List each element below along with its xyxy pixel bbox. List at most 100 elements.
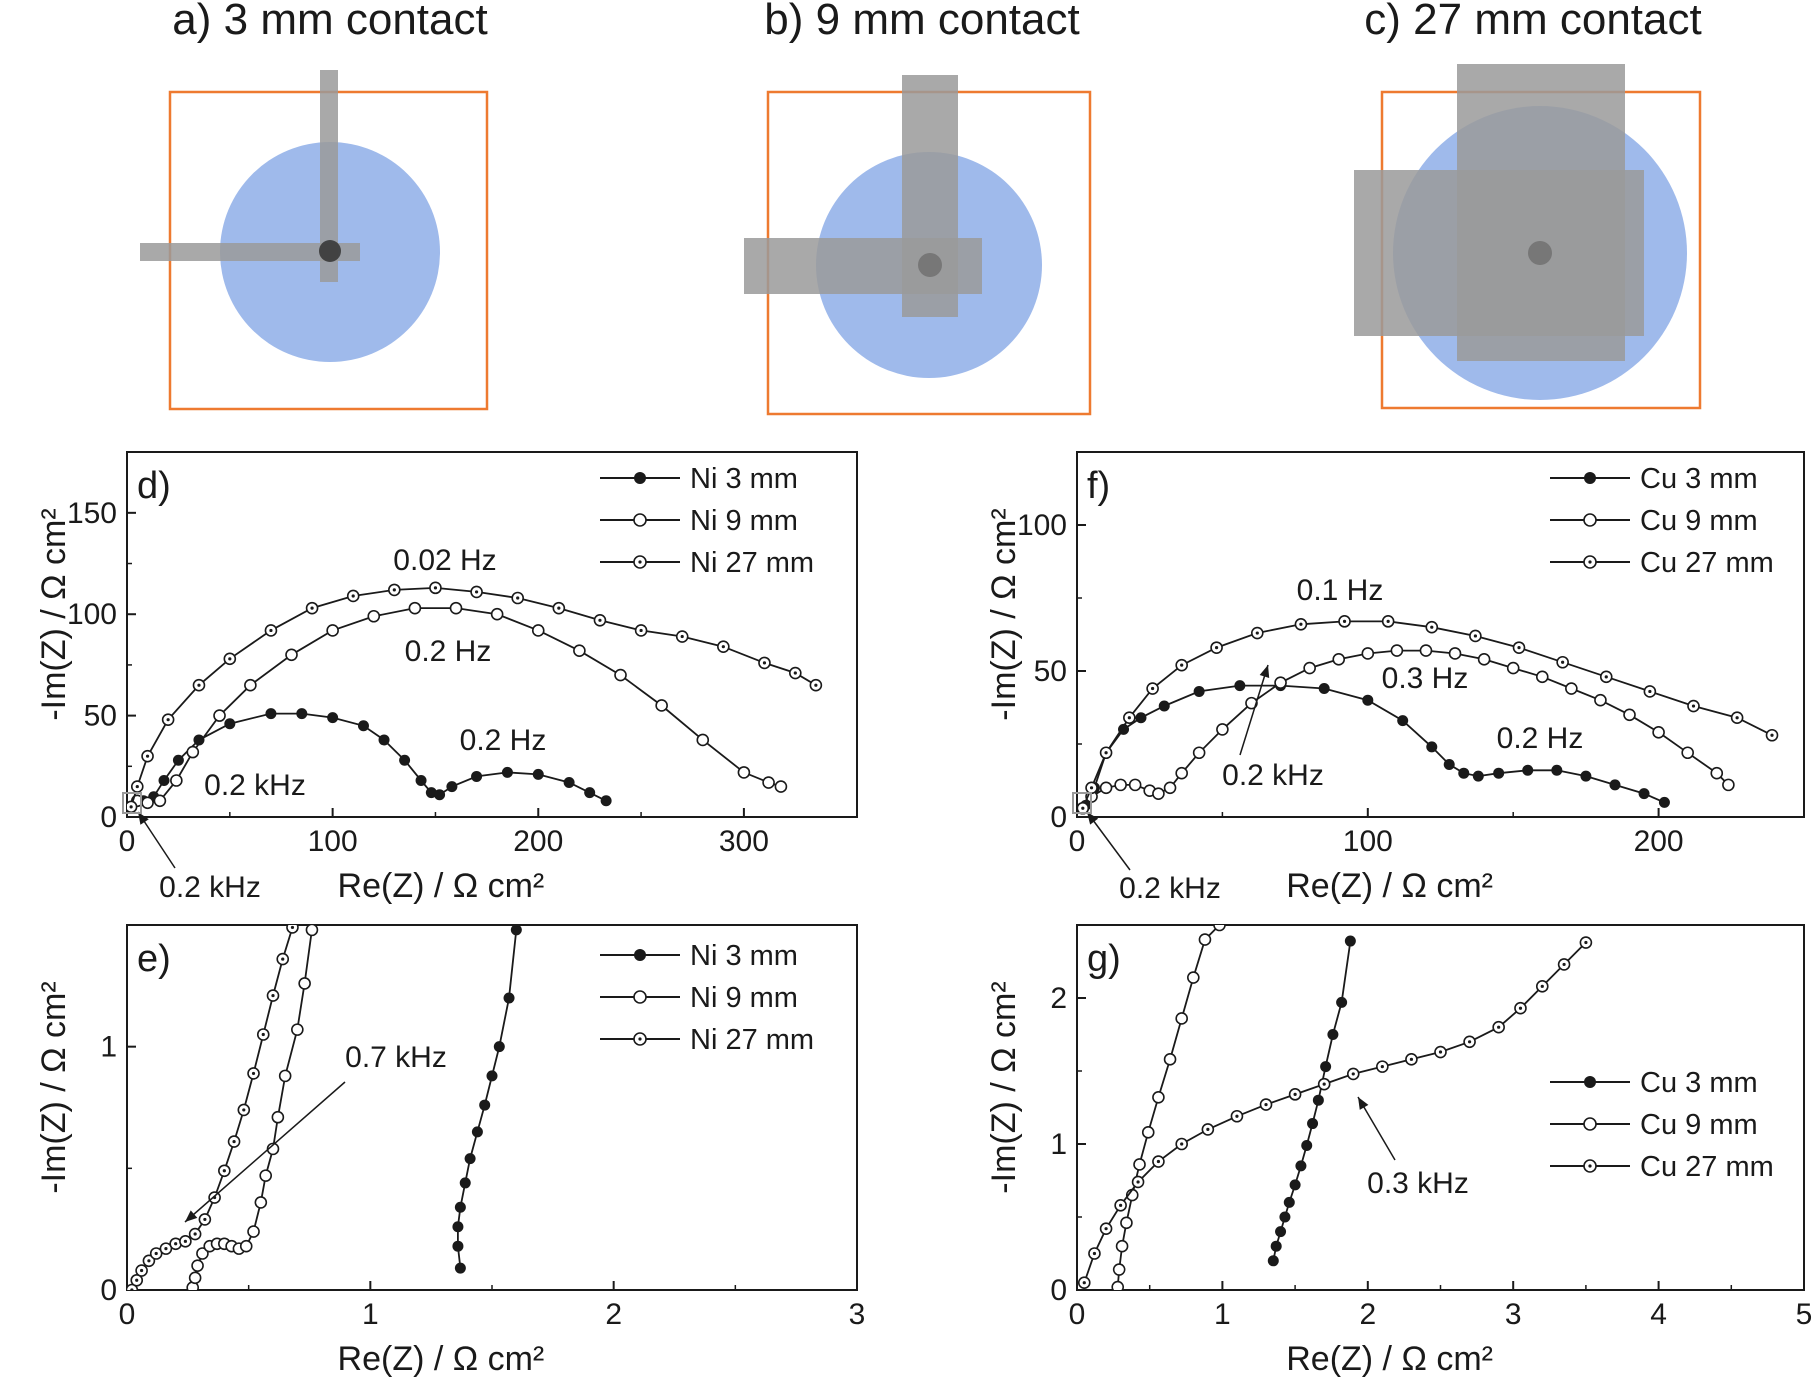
data-point (1318, 683, 1330, 695)
x-tick-label: 0 (1069, 825, 1086, 858)
data-point (1289, 1179, 1301, 1191)
x-tick-label: 1 (1214, 1298, 1231, 1331)
contact-schematics: a) 3 mm contact b) 9 mm contact c) 27 mm… (140, 0, 1702, 416)
annotation-arrow (184, 1081, 346, 1223)
data-point (1551, 764, 1563, 776)
series-ni-27-mm (127, 925, 299, 1290)
data-point (1397, 715, 1409, 727)
data-point (1652, 726, 1665, 739)
data-point-center (1735, 716, 1739, 720)
data-point (367, 609, 381, 623)
data-point (1158, 700, 1170, 712)
annotation: 0.1 Hz (1297, 574, 1384, 607)
data-point (1163, 781, 1177, 795)
x-tick-label: 4 (1650, 1298, 1667, 1331)
data-point (415, 775, 427, 786)
annotation: 0.7 kHz (345, 1041, 447, 1074)
data-point-center (1540, 984, 1544, 988)
data-point (1120, 1216, 1133, 1230)
data-point-center (1604, 675, 1608, 679)
data-point (464, 1153, 476, 1165)
data-point (493, 1041, 505, 1053)
data-point (1638, 788, 1650, 800)
data-point (1175, 766, 1188, 780)
annotation-arrowhead (1259, 665, 1270, 678)
data-point (584, 787, 596, 799)
chart-g: 0 1 2 3 4 5 0 1 2 Re(Z) / Ω cm² -Im(Z) / Ω cm² g) Cu… (985, 924, 1812, 1378)
data-point-center (1127, 716, 1131, 720)
data-point-center (164, 1247, 168, 1251)
data-point (479, 1099, 491, 1111)
series-ni-9-mm (186, 925, 319, 1290)
data-point (327, 712, 339, 724)
data-point (446, 781, 458, 793)
x-axis-label: Re(Z) / Ω cm² (338, 1340, 545, 1378)
data-point (1135, 712, 1147, 724)
y-tick-label: 50 (1034, 655, 1067, 688)
data-point-center (680, 634, 684, 639)
data-point (532, 768, 544, 780)
plot-frame (126, 451, 858, 818)
data-point-center (721, 645, 725, 649)
data-point (774, 780, 788, 793)
annotation: 0.2 kHz (1119, 872, 1221, 905)
data-point (563, 777, 575, 789)
data-point (1458, 767, 1470, 779)
data-point (573, 644, 586, 658)
legend-entry: Ni 3 mm (690, 463, 798, 495)
data-point (193, 734, 205, 746)
data-point (1303, 661, 1316, 675)
data-point-center (281, 957, 285, 961)
data-point-center (1180, 663, 1184, 667)
data-point-center (222, 1169, 226, 1173)
data-point (454, 1201, 466, 1213)
data-point (213, 709, 226, 722)
data-point (278, 1069, 292, 1083)
data-point-center (269, 628, 273, 633)
data-point (1187, 971, 1200, 984)
x-tick-label: 100 (308, 825, 358, 858)
data-point (1114, 778, 1127, 792)
data-point (1448, 647, 1462, 660)
data-point (305, 925, 319, 937)
data-point (471, 770, 483, 782)
x-tick-label: 200 (1634, 825, 1684, 858)
panel-letter: g) (1087, 938, 1121, 980)
data-point (1609, 779, 1621, 791)
data-point-center (1206, 1127, 1210, 1131)
data-point (1362, 694, 1374, 706)
data-point (1301, 1139, 1313, 1151)
data-point (1312, 1094, 1324, 1106)
data-point (1234, 680, 1246, 692)
data-point-center (193, 1232, 197, 1236)
data-point-center (1497, 1025, 1501, 1029)
data-point (244, 678, 257, 692)
x-tick-label: 0 (119, 825, 136, 858)
data-point (762, 776, 775, 789)
data-point-center (1136, 1180, 1140, 1184)
data-point-center (1409, 1057, 1414, 1061)
data-point (172, 754, 184, 766)
chart-f: 0 100 200 0 50 100 Re(Z) / Ω cm² -Im(Z) / Ω cm²… (985, 451, 1805, 905)
data-point-center (1517, 646, 1521, 650)
legend-entry: Cu 9 mm (1640, 505, 1758, 537)
plot-frame (1076, 924, 1805, 1291)
data-point (1623, 708, 1636, 722)
data-point-center (474, 590, 479, 594)
data-point-center (174, 1242, 178, 1246)
data-point-center (1104, 751, 1108, 755)
data-point (271, 1110, 285, 1124)
series-cu-27-mm (1077, 936, 1593, 1289)
data-point (1361, 647, 1375, 660)
data-point (224, 718, 236, 730)
data-point (1535, 670, 1549, 684)
data-point (247, 1225, 260, 1238)
data-point (490, 607, 504, 621)
data-point-center (1081, 806, 1085, 810)
data-point (737, 766, 751, 779)
data-point-center (1089, 786, 1094, 790)
plot-frame (126, 924, 858, 1291)
data-point (1141, 1126, 1155, 1139)
data-point (1580, 770, 1592, 782)
